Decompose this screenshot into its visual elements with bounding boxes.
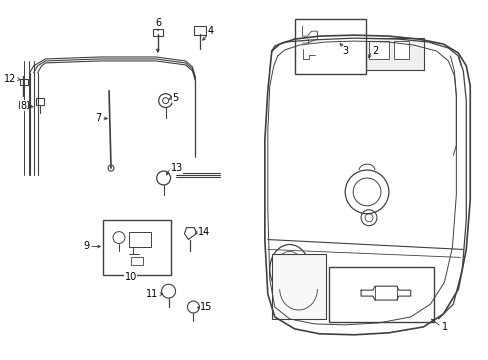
Text: 10: 10 [124,272,137,282]
Text: 4: 4 [207,26,213,36]
Bar [20,79,28,85]
Bar [271,255,325,319]
Text: 5: 5 [172,93,179,103]
Text: 2: 2 [371,46,378,56]
Text: 3: 3 [342,46,347,56]
Text: 14: 14 [198,226,210,237]
Bar [294,19,366,74]
Bar [328,267,433,322]
Bar [19,100,28,108]
Bar [131,257,142,265]
Text: 12: 12 [4,74,17,84]
Bar [339,41,364,65]
Bar [299,41,334,65]
Bar [152,29,163,36]
Text: 9: 9 [83,242,89,252]
Text: 6: 6 [155,18,162,28]
Text: 7: 7 [95,113,101,123]
Bar [393,41,408,59]
Text: 15: 15 [200,302,212,312]
Bar [129,231,150,247]
Bar [103,220,170,275]
Bar [194,26,206,35]
Text: 1: 1 [441,322,447,332]
Text: 8: 8 [20,100,27,111]
Text: 13: 13 [170,163,183,173]
Text: 11: 11 [146,289,158,299]
Bar [36,98,43,105]
Ellipse shape [275,251,303,287]
Bar [368,41,388,59]
Bar [294,38,423,70]
Ellipse shape [269,244,309,294]
